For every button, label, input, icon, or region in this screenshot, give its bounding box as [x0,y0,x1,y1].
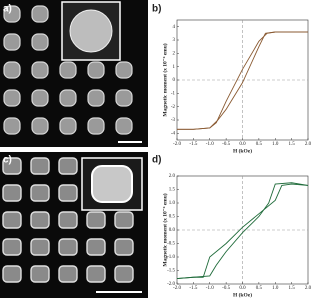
dot [58,157,78,175]
dot [2,265,22,283]
dot [114,238,134,256]
y-tick-label: 0.0 [169,228,176,233]
x-tick-label: -2.0 [173,286,181,291]
x-tick-label: -1.5 [189,286,197,291]
y-tick-label: -4 [171,131,176,136]
y-tick-label: 1.5 [169,188,176,193]
dot [114,211,134,229]
dot [30,157,50,175]
dot [3,117,21,135]
x-tick-label: -1.0 [206,142,214,147]
y-tick-label: -2.0 [167,282,175,287]
x-tick-label: 0.0 [239,142,246,147]
panel-label: b) [152,4,161,15]
x-tick-label: 1.0 [272,286,279,291]
x-tick-label: -1.0 [206,286,214,291]
dot [58,238,78,256]
panel-label: c) [3,155,12,166]
y-tick-label: 2.0 [169,174,176,179]
y-axis-label: Magnetic moment (x 10⁻⁴ emu) [161,43,168,116]
y-tick-label: 4 [173,25,176,30]
dot [2,211,22,229]
dot [115,117,133,135]
y-tick-label: -3 [171,118,176,123]
dot [3,89,21,107]
panel-label: d) [152,155,161,166]
dot [2,238,22,256]
loop-branch [176,183,309,280]
dot [58,211,78,229]
dot [3,33,21,51]
y-tick-label: 1 [173,65,176,70]
y-tick-label: -1.0 [167,255,175,260]
x-tick-label: 2.0 [305,142,312,147]
dot [30,265,50,283]
particle [91,165,133,203]
y-tick-label: 3 [173,38,176,43]
x-tick-label: 1.5 [289,142,296,147]
dot [30,211,50,229]
x-tick-label: -0.5 [222,142,230,147]
dot [87,61,105,79]
x-tick-label: 0.5 [256,142,263,147]
dot [59,61,77,79]
dot [115,61,133,79]
dot [59,89,77,107]
loop-branch [177,31,308,130]
dot [58,265,78,283]
y-tick-label: -0.5 [167,242,175,247]
dot [58,184,78,202]
dot [115,89,133,107]
figure: a) b) c) d) -2.0 -1.5 -1.0 -0.5 0.0 0.5 1.0 1.5… [0,0,312,298]
x-tick-label: -1.5 [189,142,197,147]
dot [30,184,50,202]
y-tick-label: -1 [171,91,176,96]
y-tick-label: -2 [171,105,176,110]
dot [30,238,50,256]
dot [2,184,22,202]
dot [31,33,49,51]
x-tick-label: -2.0 [173,142,181,147]
x-tick-label: -0.5 [222,286,230,291]
y-tick-label: 0.5 [169,215,176,220]
panel-label: a) [3,4,12,15]
x-tick-label: 1.5 [289,286,296,291]
dot [114,265,134,283]
y-tick-label: 2 [173,51,176,56]
y-tick-label: 0 [173,78,176,83]
x-axis-label: H (kOe) [233,147,252,154]
dot [86,211,106,229]
particle [69,9,113,53]
dot [86,238,106,256]
dot [2,157,22,175]
y-axis-label: Magnetic moment (x 10⁻⁴ emu) [161,193,168,266]
x-axis-label: H (kOe) [233,291,252,298]
dot [87,117,105,135]
loop-branch [176,182,309,280]
dot [59,117,77,135]
dot [3,61,21,79]
dot [87,89,105,107]
dot [31,61,49,79]
dot [31,89,49,107]
dot [31,117,49,135]
y-tick-label: 1.0 [169,201,176,206]
dot [86,265,106,283]
x-tick-label: 0.0 [239,286,246,291]
x-tick-label: 0.5 [256,286,263,291]
dot [31,5,49,23]
x-tick-label: 2.0 [305,286,312,291]
y-tick-label: -1.5 [167,269,175,274]
x-tick-label: 1.0 [272,142,279,147]
dot [3,5,21,23]
